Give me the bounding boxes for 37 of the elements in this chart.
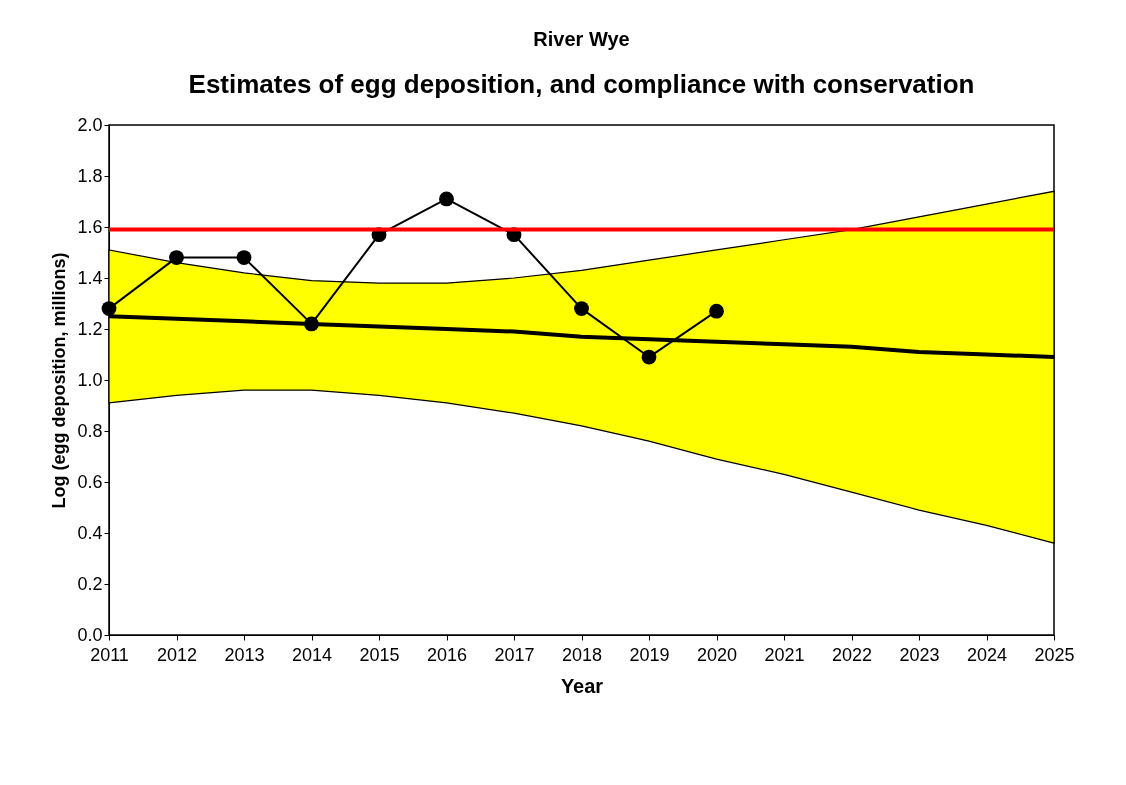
x-tick-label: 2023	[899, 644, 940, 665]
y-tick-label: 0.8	[77, 420, 103, 441]
x-tick-label: 2015	[359, 644, 400, 665]
point	[169, 250, 184, 265]
point	[101, 301, 117, 316]
x-tick-label: 2024	[966, 644, 1008, 665]
x-tick-label: 2016	[426, 644, 468, 665]
x-tick-label: 2018	[561, 644, 603, 665]
x-tick-label: 2025	[1034, 644, 1075, 665]
x-axis-title: Year	[560, 674, 604, 697]
chart-title: River Wye	[533, 28, 630, 50]
y-tick-label: 1.6	[77, 216, 103, 237]
chart-subtitle: Estimates of egg deposition, and compliance with conservation	[188, 69, 975, 99]
point	[641, 349, 657, 365]
y-tick-label: 2.0	[77, 114, 103, 135]
y-tick-label: 0.2	[77, 573, 103, 594]
point	[574, 301, 589, 316]
x-tick-label: 2021	[764, 644, 805, 665]
y-tick-label: 1.4	[77, 267, 103, 288]
y-tick-label: 1.0	[77, 369, 103, 390]
y-tick-label: 0.0	[77, 624, 103, 645]
point	[236, 250, 252, 265]
x-tick-label: 2020	[696, 644, 738, 665]
x-tick-label: 2013	[224, 644, 265, 665]
x-tick-label: 2011	[90, 644, 129, 665]
x-tick-label: 2014	[291, 644, 333, 665]
x-tick-label: 2022	[831, 644, 873, 665]
x-tick-label: 2012	[156, 644, 198, 665]
x-tick-label: 2019	[629, 644, 670, 665]
point	[709, 303, 724, 319]
y-tick-label: 1.8	[77, 165, 103, 186]
y-tick-label: 1.2	[77, 318, 103, 339]
x-tick-label: 2017	[494, 644, 535, 665]
y-axis-title: Log (egg deposition, millions)	[49, 252, 70, 509]
y-tick-label: 0.4	[77, 522, 103, 543]
point	[439, 191, 454, 207]
y-tick-label: 0.6	[77, 471, 103, 492]
